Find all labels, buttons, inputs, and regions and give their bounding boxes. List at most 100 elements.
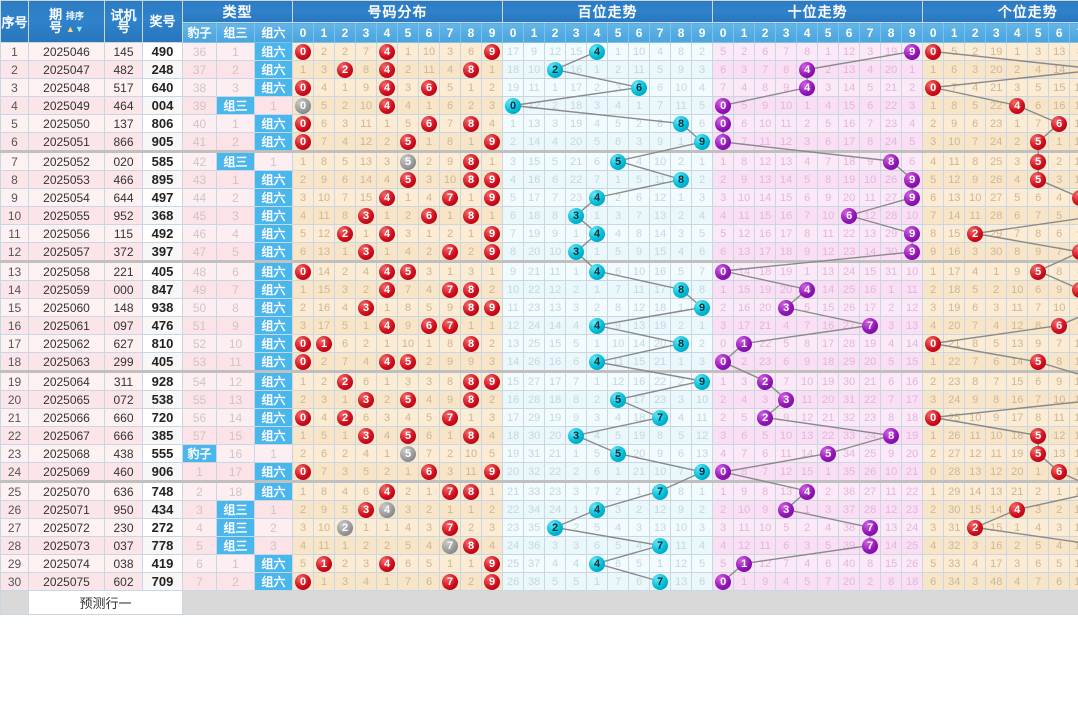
row-issue-number[interactable]: 2025055: [28, 206, 105, 225]
header-ge-digit-7[interactable]: 7: [1069, 22, 1078, 43]
sort-asc-icon[interactable]: ▲: [65, 23, 75, 34]
table-row[interactable]: 7 2025052 020 585 42 组三 1 1 8 5 13 3 5 2 9 8 1 3 15 5 21 6 5 4 1…: [0, 150, 1078, 171]
header-shi-digit-1[interactable]: 1: [733, 22, 756, 43]
header-dist-digit-9[interactable]: 9: [481, 22, 504, 43]
table-row[interactable]: 30 2025075 602 709 7 2 组六 0 1 3 4 1 7 6 7 2 9 26 38 5 5 1 7 6 7 1…: [0, 572, 1078, 591]
header-shi-digit-6[interactable]: 6: [838, 22, 861, 43]
header-shi-digit-5[interactable]: 5: [817, 22, 840, 43]
header-dist-digit-1[interactable]: 1: [313, 22, 336, 43]
header-dist-digit-3[interactable]: 3: [355, 22, 378, 43]
row-issue-number[interactable]: 2025065: [28, 390, 105, 409]
header-bai-digit-9[interactable]: 9: [691, 22, 714, 43]
header-dist-digit-5[interactable]: 5: [397, 22, 420, 43]
table-row[interactable]: 1 2025046 145 490 36 1 组六 0 2 2 7 4 1 10 3 6 9 17 9 12 15 4 1 1…: [0, 42, 1078, 61]
header-shi-digit-9[interactable]: 9: [901, 22, 924, 43]
header-award-number[interactable]: 奖号: [142, 0, 183, 43]
row-issue-number[interactable]: 2025068: [28, 444, 105, 463]
table-row[interactable]: 23 2025068 438 555 豹子 16 1 2 6 2 4 1 5 7 2 10 5 19 31 21 1 5 5…: [0, 444, 1078, 463]
row-issue-number[interactable]: 2025061: [28, 316, 105, 335]
row-issue-number[interactable]: 2025066: [28, 408, 105, 427]
header-ge-digit-6[interactable]: 6: [1048, 22, 1071, 43]
header-ge-digit-3[interactable]: 3: [985, 22, 1008, 43]
header-issue[interactable]: 期 排序 号 ▲▼: [28, 0, 105, 43]
table-row[interactable]: 27 2025072 230 272 4 组三 2 3 10 2 1 1 4 3 7 2 3 23 35 2 2 5 4 3 1…: [0, 518, 1078, 537]
table-row[interactable]: 14 2025059 000 847 49 7 组六 1 15 3 2 4 7 4 7 8 2 10 22 12 2 1 7…: [0, 280, 1078, 299]
header-ge-digit-0[interactable]: 0: [922, 22, 945, 43]
row-issue-number[interactable]: 2025046: [28, 42, 105, 61]
header-bai-digit-3[interactable]: 3: [565, 22, 588, 43]
row-issue-number[interactable]: 2025060: [28, 298, 105, 317]
table-row[interactable]: 20 2025065 072 538 55 13 组六 2 3 1 3 2 5 4 9 8 2 16 28 18 8 2 5…: [0, 390, 1078, 409]
table-row[interactable]: 10 2025055 952 368 45 3 组六 4 11 8 3 1 2 6 1 8 1 6 18 8 3 1 3 7 1…: [0, 206, 1078, 225]
header-dist-digit-6[interactable]: 6: [418, 22, 441, 43]
table-row[interactable]: 21 2025066 660 720 56 14 组六 0 4 2 6 3 4 5 7 1 3 17 29 19 9 3 4…: [0, 408, 1078, 427]
header-shi-digit-3[interactable]: 3: [775, 22, 798, 43]
header-ge-digit-2[interactable]: 2: [964, 22, 987, 43]
row-issue-number[interactable]: 2025069: [28, 462, 105, 482]
table-row[interactable]: 2 2025047 482 248 37 2 组六 1 3 2 8 4 2 11 4 8 1 18 10 2 16 1 2 1…: [0, 60, 1078, 79]
header-ge-digit-4[interactable]: 4: [1006, 22, 1029, 43]
header-bai-digit-4[interactable]: 4: [586, 22, 609, 43]
header-shi-digit-2[interactable]: 2: [754, 22, 777, 43]
table-row[interactable]: 29 2025074 038 419 6 1 组六 5 1 2 3 4 6 5 1 1 9 25 37 4 4 4 6 5 1 1…: [0, 554, 1078, 573]
table-row[interactable]: 19 2025064 311 928 54 12 组六 1 2 2 6 1 3 3 8 8 9 15 27 17 7 1 1…: [0, 370, 1078, 391]
header-dist-digit-2[interactable]: 2: [334, 22, 357, 43]
row-issue-number[interactable]: 2025049: [28, 96, 105, 115]
table-row[interactable]: 3 2025048 517 640 38 3 组六 0 4 1 9 4 3 6 5 1 2 19 11 1 17 2 3 6 6…: [0, 78, 1078, 97]
row-issue-number[interactable]: 2025054: [28, 188, 105, 207]
row-issue-number[interactable]: 2025073: [28, 536, 105, 555]
header-bai-digit-6[interactable]: 6: [628, 22, 651, 43]
table-row[interactable]: 28 2025073 037 778 5 组三 3 4 11 1 2 2 5 4 7 8 4 24 36 3 3 6 5 4 7…: [0, 536, 1078, 555]
header-type-zusan[interactable]: 组三: [216, 22, 255, 43]
table-row[interactable]: 16 2025061 097 476 51 9 组六 3 17 5 1 4 9 6 7 1 1 12 24 14 4 4 9…: [0, 316, 1078, 335]
sort-desc-icon[interactable]: ▼: [74, 23, 84, 34]
row-issue-number[interactable]: 2025048: [28, 78, 105, 97]
header-dist-digit-8[interactable]: 8: [460, 22, 483, 43]
table-row[interactable]: 4 2025049 464 004 39 组三 1 0 5 2 10 4 4 1 6 2 3 0 12 2 18 3 4 1 7…: [0, 96, 1078, 115]
row-issue-number[interactable]: 2025047: [28, 60, 105, 79]
header-type-baozi[interactable]: 豹子: [182, 22, 217, 43]
row-issue-number[interactable]: 2025064: [28, 370, 105, 391]
header-bai-digit-1[interactable]: 1: [523, 22, 546, 43]
row-issue-number[interactable]: 2025070: [28, 480, 105, 501]
row-issue-number[interactable]: 2025051: [28, 132, 105, 152]
header-dist-digit-4[interactable]: 4: [376, 22, 399, 43]
table-row[interactable]: 9 2025054 644 497 44 2 组六 3 10 7 15 4 1 4 7 1 9 5 17 7 23 4 2 6…: [0, 188, 1078, 207]
header-shi-digit-7[interactable]: 7: [859, 22, 882, 43]
sort-control[interactable]: 排序: [66, 9, 84, 22]
header-shi-digit-8[interactable]: 8: [880, 22, 903, 43]
footer-prediction-label[interactable]: 预测行一: [28, 590, 183, 615]
header-type-zuliu[interactable]: 组六: [253, 22, 294, 43]
table-row[interactable]: 25 2025070 636 748 2 18 组六 1 8 4 6 4 2 1 7 8 1 21 33 23 3 7 2 1…: [0, 480, 1078, 501]
table-row[interactable]: 12 2025057 372 397 47 5 组六 6 13 1 3 1 4 2 7 2 9 8 20 10 3 1 5 9…: [0, 242, 1078, 262]
table-row[interactable]: 24 2025069 460 906 1 17 组六 0 7 3 5 2 1 6 3 11 9 20 32 22 2 6 1…: [0, 462, 1078, 482]
table-row[interactable]: 22 2025067 666 385 57 15 组六 1 5 1 3 4 5 6 1 8 4 18 30 20 3 4 5…: [0, 426, 1078, 445]
row-issue-number[interactable]: 2025072: [28, 518, 105, 537]
header-ge-digit-1[interactable]: 1: [943, 22, 966, 43]
table-row[interactable]: 6 2025051 866 905 41 2 组六 0 7 4 12 2 5 1 8 1 9 2 14 4 20 5 6 3 9…: [0, 132, 1078, 152]
header-test-number[interactable]: 试机号: [104, 0, 143, 43]
row-issue-number[interactable]: 2025063: [28, 352, 105, 372]
header-seq[interactable]: 序号: [0, 0, 29, 43]
row-issue-number[interactable]: 2025067: [28, 426, 105, 445]
header-bai-digit-2[interactable]: 2: [544, 22, 567, 43]
row-issue-number[interactable]: 2025074: [28, 554, 105, 573]
header-dist-digit-0[interactable]: 0: [292, 22, 315, 43]
row-issue-number[interactable]: 2025052: [28, 150, 105, 171]
header-dist-digit-7[interactable]: 7: [439, 22, 462, 43]
header-bai-digit-0[interactable]: 0: [502, 22, 525, 43]
row-issue-number[interactable]: 2025071: [28, 500, 105, 519]
table-row[interactable]: 18 2025063 299 405 53 11 组六 0 2 7 4 4 5 2 9 9 3 14 26 16 6 4 1…: [0, 352, 1078, 372]
row-issue-number[interactable]: 2025053: [28, 170, 105, 189]
header-bai-digit-7[interactable]: 7: [649, 22, 672, 43]
header-bai-digit-8[interactable]: 8: [670, 22, 693, 43]
header-shi-digit-4[interactable]: 4: [796, 22, 819, 43]
row-issue-number[interactable]: 2025058: [28, 260, 105, 281]
table-row[interactable]: 13 2025058 221 405 48 6 组六 0 14 2 4 4 5 3 1 3 1 9 21 11 1 4 6 1…: [0, 260, 1078, 281]
header-bai-digit-5[interactable]: 5: [607, 22, 630, 43]
header-ge-digit-5[interactable]: 5: [1027, 22, 1050, 43]
row-issue-number[interactable]: 2025050: [28, 114, 105, 133]
table-row[interactable]: 11 2025056 115 492 46 4 组六 5 12 2 1 4 3 1 2 1 9 7 19 9 1 4 4 8 1…: [0, 224, 1078, 243]
row-issue-number[interactable]: 2025059: [28, 280, 105, 299]
table-row[interactable]: 15 2025060 148 938 50 8 组六 2 16 4 3 1 8 5 9 8 9 11 23 13 3 2 8…: [0, 298, 1078, 317]
